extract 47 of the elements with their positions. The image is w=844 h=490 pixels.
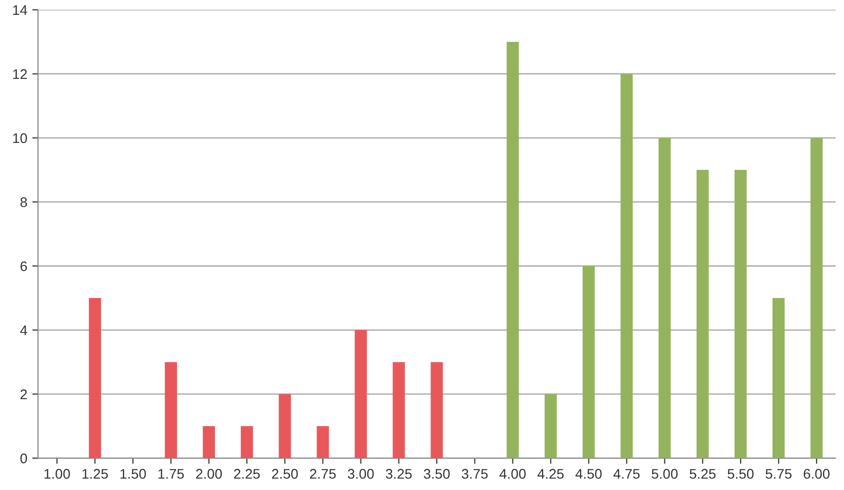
x-tick-label: 4.00 — [500, 468, 526, 479]
x-tick-label: 3.50 — [424, 468, 450, 479]
x-tick-label: 5.50 — [728, 468, 754, 479]
x-tick-label: 3.75 — [462, 468, 488, 479]
bar — [430, 362, 443, 458]
bar — [164, 362, 177, 458]
bar — [316, 426, 329, 458]
x-tick-label: 5.00 — [652, 468, 678, 479]
bar — [696, 170, 709, 458]
y-tick-label: 0 — [20, 453, 28, 464]
bar — [772, 298, 785, 458]
x-tick-label: 3.25 — [386, 468, 412, 479]
x-tick-label: 1.75 — [158, 469, 184, 479]
x-tick-label: 4.25 — [538, 468, 564, 479]
bar — [506, 42, 519, 458]
x-tick-label: 5.75 — [766, 469, 792, 479]
x-tick-label: 1.50 — [120, 468, 146, 479]
y-tick-label: 12 — [13, 69, 27, 79]
bar — [202, 426, 215, 458]
x-tick-label: 1.25 — [82, 468, 108, 479]
x-tick-label: 5.25 — [690, 468, 716, 479]
x-tick-label: 4.50 — [575, 468, 602, 479]
x-tick-label: 2.25 — [234, 468, 260, 479]
x-tick-label: 2.75 — [310, 468, 336, 479]
y-tick-label: 8 — [20, 197, 27, 208]
y-tick-label: 2 — [20, 389, 27, 400]
bar — [658, 138, 671, 458]
x-tick-label: 4.75 — [613, 469, 640, 479]
y-tick-label: 14 — [13, 5, 28, 15]
bar — [734, 170, 747, 458]
x-tick-label: 3.00 — [348, 468, 374, 479]
bar — [544, 394, 557, 458]
bar — [354, 330, 367, 458]
y-tick-label: 4 — [20, 326, 28, 336]
bar — [620, 74, 633, 458]
y-tick-label: 10 — [13, 133, 28, 144]
x-tick-label: 6.00 — [804, 468, 830, 479]
bar — [582, 266, 595, 458]
bar — [278, 394, 291, 458]
y-tick-label: 6 — [20, 261, 27, 272]
bar — [240, 426, 253, 458]
bar — [88, 298, 102, 458]
x-tick-label: 2.00 — [196, 468, 222, 479]
x-tick-label: 2.50 — [272, 468, 298, 479]
x-tick-label: 1.00 — [44, 468, 70, 479]
bar — [392, 362, 405, 458]
bar — [810, 138, 823, 458]
